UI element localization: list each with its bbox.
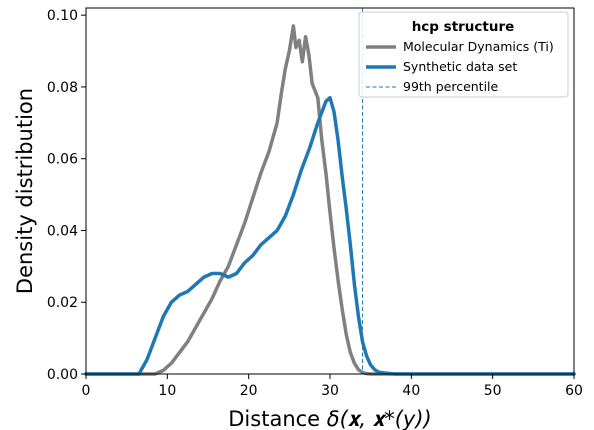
legend-label-percentile: 99th percentile <box>403 79 499 94</box>
series-line-0 <box>84 24 576 376</box>
y-tick-label: 0.10 <box>47 8 78 24</box>
x-tick-label: 60 <box>565 383 583 399</box>
x-tick-label: 50 <box>484 383 502 399</box>
x-axis-label-math: δ(𝐱, 𝐱*(y)) <box>327 407 432 430</box>
legend-box <box>358 11 569 98</box>
legend: hcp structure Molecular Dynamics (Ti) Sy… <box>358 11 569 98</box>
y-tick-label: 0.02 <box>47 295 78 311</box>
x-tick-label: 30 <box>321 383 339 399</box>
legend-label-md: Molecular Dynamics (Ti) <box>403 39 554 54</box>
x-tick-label: 20 <box>240 383 258 399</box>
x-tick-label: 40 <box>402 383 420 399</box>
y-axis-label: Density distribution <box>13 88 37 294</box>
x-tick-label: 10 <box>158 383 176 399</box>
y-tick-label: 0.08 <box>47 80 78 96</box>
y-tick-label: 0.06 <box>47 152 78 168</box>
legend-title: hcp structure <box>412 19 515 35</box>
legend-label-synthetic: Synthetic data set <box>403 59 517 74</box>
x-axis-label: Distance δ(𝐱, 𝐱*(y)) <box>228 407 431 430</box>
x-axis-label-prefix: Distance <box>228 407 327 430</box>
series-line-1 <box>84 95 576 376</box>
y-tick-label: 0.04 <box>47 223 78 239</box>
y-tick-label: 0.00 <box>47 367 78 383</box>
x-tick-label: 0 <box>82 383 91 399</box>
